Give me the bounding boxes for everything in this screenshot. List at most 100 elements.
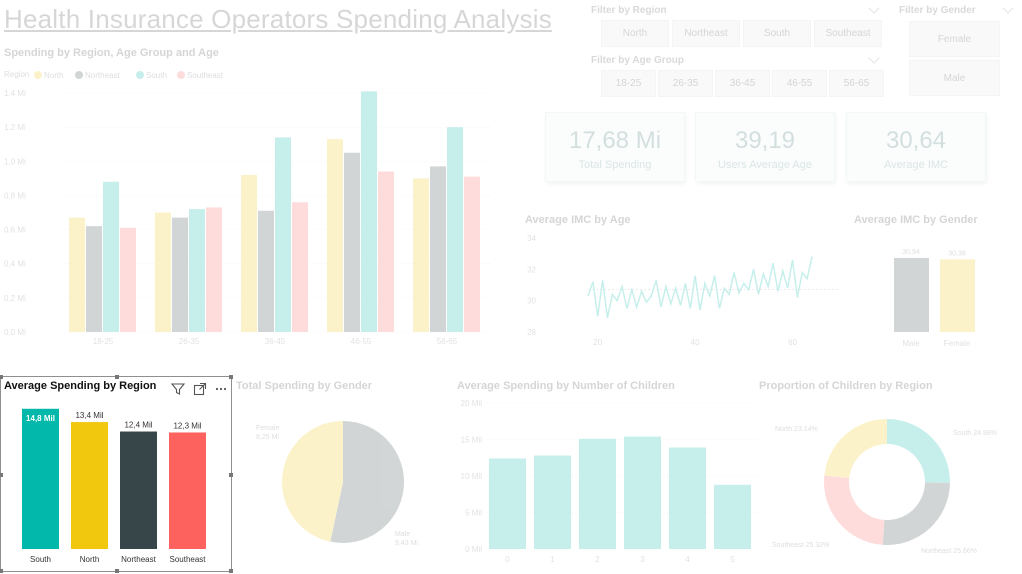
bar bbox=[206, 207, 222, 332]
x-tick-label: 4 bbox=[685, 555, 690, 564]
legend-marker bbox=[75, 71, 83, 79]
bar bbox=[489, 458, 526, 549]
legend-label: Southeast bbox=[187, 71, 224, 80]
slicer-option-northeast[interactable]: Northeast bbox=[672, 20, 740, 47]
slicer-option-southeast[interactable]: Southeast bbox=[814, 20, 882, 47]
x-tick-label: 56-65 bbox=[437, 337, 458, 346]
filter-icon[interactable] bbox=[170, 382, 186, 396]
x-tick-label: 60 bbox=[788, 338, 797, 347]
more-options-icon[interactable] bbox=[214, 382, 228, 396]
bar bbox=[189, 209, 205, 332]
avg-by-region-visual[interactable]: Average Spending by Region 14,8 Mil South… bbox=[0, 375, 233, 573]
bar bbox=[327, 139, 343, 332]
donut-slice bbox=[882, 482, 950, 545]
bar bbox=[579, 438, 616, 549]
resize-handle[interactable] bbox=[0, 473, 3, 477]
legend-label: South bbox=[146, 71, 167, 80]
bar bbox=[69, 217, 85, 332]
visual-title: Average IMC by Age bbox=[525, 214, 631, 226]
slice-label: Northeast 25.66% bbox=[921, 548, 977, 555]
slicer-option-18-25[interactable]: 18-25 bbox=[601, 70, 656, 97]
donut-slice bbox=[887, 418, 951, 483]
card-total-spending[interactable]: 17,68 Mi Total Spending bbox=[545, 112, 685, 182]
x-tick-label: Southeast bbox=[169, 555, 206, 564]
report-title: Health Insurance Operators Spending Anal… bbox=[4, 4, 552, 34]
slice-label: Male bbox=[395, 531, 410, 538]
y-tick-label: 0 Mil bbox=[465, 545, 482, 554]
resize-handle[interactable] bbox=[0, 375, 3, 379]
resize-handle[interactable] bbox=[115, 569, 119, 573]
card-label: Average IMC bbox=[884, 159, 948, 171]
x-tick-label: Male bbox=[902, 339, 920, 348]
bar bbox=[155, 212, 171, 332]
data-label: 13,4 Mil bbox=[75, 411, 103, 420]
slice-label: Southeast 25.32% bbox=[772, 542, 829, 549]
bar bbox=[344, 152, 360, 332]
y-tick-label: 28 bbox=[527, 328, 536, 337]
slicer-option-male[interactable]: Male bbox=[909, 60, 1000, 96]
card-label: Total Spending bbox=[578, 159, 652, 171]
data-label: 12,4 Mil bbox=[124, 421, 152, 430]
x-tick-label: 36-45 bbox=[265, 337, 286, 346]
legend-label: North bbox=[44, 71, 64, 80]
x-tick-label: South bbox=[30, 555, 51, 564]
donut-slice bbox=[824, 419, 887, 479]
y-tick-label: 32 bbox=[527, 265, 536, 274]
visual-title: Spending by Region, Age Group and Age bbox=[4, 47, 219, 59]
bar bbox=[361, 91, 377, 333]
slicer-option-46-55[interactable]: 46-55 bbox=[772, 70, 827, 97]
x-tick-label: 2 bbox=[595, 555, 600, 564]
y-tick-label: 0,0 Mi bbox=[4, 328, 26, 337]
bar bbox=[86, 226, 102, 332]
legend-marker bbox=[34, 71, 42, 79]
bar bbox=[413, 178, 429, 332]
bar bbox=[378, 171, 394, 332]
bar bbox=[430, 166, 446, 332]
bar bbox=[292, 202, 308, 332]
region-slicer-title: Filter by Region bbox=[591, 5, 667, 16]
x-tick-label: 40 bbox=[691, 338, 700, 347]
slicer-option-56-65[interactable]: 56-65 bbox=[829, 70, 884, 97]
bar bbox=[447, 127, 463, 333]
slicer-option-north[interactable]: North bbox=[601, 20, 669, 47]
y-tick-label: 0,4 Mi bbox=[4, 260, 26, 269]
pie-slice bbox=[330, 421, 405, 543]
x-tick-label: 3 bbox=[640, 555, 645, 564]
bar bbox=[624, 436, 661, 549]
bar bbox=[894, 258, 929, 332]
slicer-option-south[interactable]: South bbox=[743, 20, 811, 47]
card-average-age[interactable]: 39,19 Users Average Age bbox=[695, 112, 835, 182]
series-line bbox=[587, 256, 813, 319]
resize-handle[interactable] bbox=[0, 569, 3, 573]
resize-handle[interactable] bbox=[229, 375, 233, 379]
visual-title: Average Spending by Number of Children bbox=[457, 380, 675, 392]
y-tick-label: 1,2 Mi bbox=[4, 123, 26, 132]
bar bbox=[241, 174, 257, 332]
avg-by-region-chart: 14,8 Mil South 13,4 Mil North 12,4 Mil Northe… bbox=[22, 408, 206, 564]
resize-handle[interactable] bbox=[115, 375, 119, 379]
focus-mode-icon[interactable] bbox=[193, 382, 207, 396]
y-tick-label: 5 Mil bbox=[465, 509, 482, 518]
card-value: 39,19 bbox=[734, 127, 796, 154]
card-label: Users Average Age bbox=[718, 159, 812, 171]
slicer-option-26-35[interactable]: 26-35 bbox=[658, 70, 713, 97]
data-label: 14,8 Mil bbox=[26, 414, 55, 423]
slicer-option-36-45[interactable]: 36-45 bbox=[715, 70, 770, 97]
bar bbox=[22, 408, 59, 549]
slicer-option-female[interactable]: Female bbox=[909, 21, 1000, 57]
resize-handle[interactable] bbox=[229, 473, 233, 477]
data-label: 12,3 Mil bbox=[173, 421, 201, 430]
legend-label: Northeast bbox=[85, 71, 120, 80]
data-label: 30,38 bbox=[948, 250, 966, 257]
y-tick-label: 15 Mil bbox=[461, 436, 483, 445]
resize-handle[interactable] bbox=[229, 569, 233, 573]
slice-label: South 24.98% bbox=[953, 430, 997, 437]
visual-title: Average Spending by Region bbox=[4, 380, 157, 392]
pie-slice bbox=[282, 421, 343, 542]
y-tick-label: 10 Mil bbox=[461, 472, 483, 481]
card-value: 17,68 Mi bbox=[568, 127, 662, 154]
card-average-imc[interactable]: 30,64 Average IMC bbox=[846, 112, 986, 182]
